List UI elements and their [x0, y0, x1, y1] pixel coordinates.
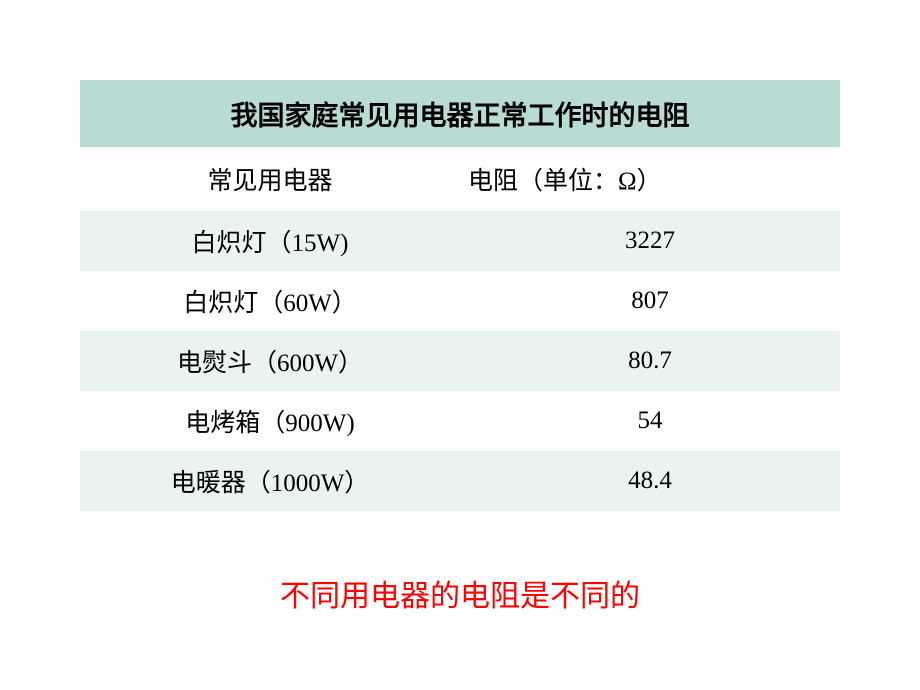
cell-resistance: 3227 [460, 211, 840, 271]
cell-appliance: 电暖器（1000W） [80, 451, 460, 511]
cell-appliance: 白炽灯（60W） [80, 271, 460, 331]
table-row: 电暖器（1000W） 48.4 [80, 451, 840, 511]
caption-text: 不同用电器的电阻是不同的 [80, 571, 840, 615]
cell-appliance: 电熨斗（600W） [80, 331, 460, 391]
header-resistance: 电阻（单位：Ω） [460, 147, 840, 211]
resistance-table-container: 我国家庭常见用电器正常工作时的电阻 常见用电器 电阻（单位：Ω） 白炽灯（15W… [80, 80, 840, 511]
cell-resistance: 80.7 [460, 331, 840, 391]
table-row: 电烤箱（900W) 54 [80, 391, 840, 451]
cell-appliance: 白炽灯（15W) [80, 211, 460, 271]
cell-resistance: 48.4 [460, 451, 840, 511]
cell-resistance: 54 [460, 391, 840, 451]
table-title: 我国家庭常见用电器正常工作时的电阻 [80, 80, 840, 147]
table-row: 电熨斗（600W） 80.7 [80, 331, 840, 391]
table-row: 白炽灯（15W) 3227 [80, 211, 840, 271]
cell-appliance: 电烤箱（900W) [80, 391, 460, 451]
header-appliance: 常见用电器 [80, 147, 460, 211]
resistance-table: 常见用电器 电阻（单位：Ω） 白炽灯（15W) 3227 白炽灯（60W） 80… [80, 147, 840, 511]
cell-resistance: 807 [460, 271, 840, 331]
table-header-row: 常见用电器 电阻（单位：Ω） [80, 147, 840, 211]
table-row: 白炽灯（60W） 807 [80, 271, 840, 331]
